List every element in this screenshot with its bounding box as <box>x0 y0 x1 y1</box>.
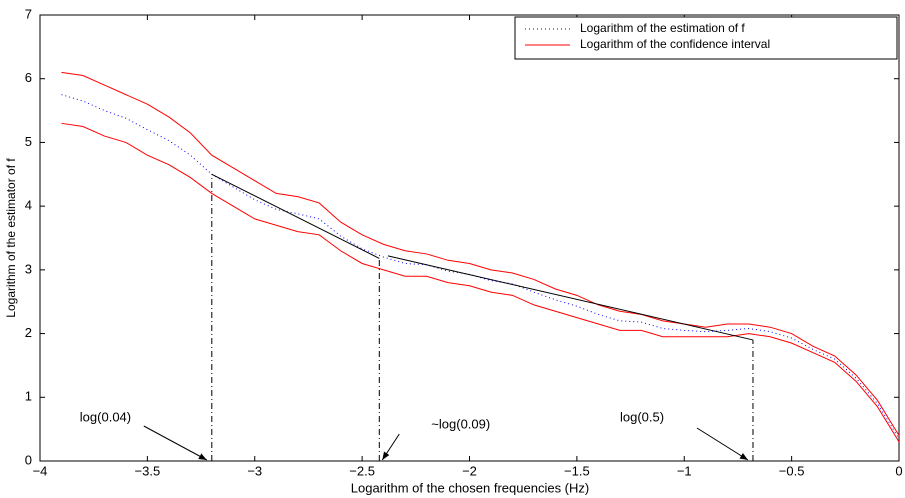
x-tick-label: −0.5 <box>779 463 805 478</box>
legend-box <box>514 16 898 60</box>
x-tick-label: −1.5 <box>564 463 590 478</box>
legend-label: Logarithm of the confidence interval <box>580 37 770 51</box>
y-tick-label: 3 <box>25 261 32 276</box>
y-tick-label: 2 <box>25 325 32 340</box>
y-tick-label: 5 <box>25 134 32 149</box>
y-tick-label: 6 <box>25 70 32 85</box>
annotation-arrow <box>381 433 400 461</box>
x-axis-label: Logarithm of the chosen frequencies (Hz) <box>351 480 589 495</box>
y-tick-label: 1 <box>25 389 32 404</box>
legend-label: Logarithm of the estimation of f <box>580 21 745 35</box>
annotation-label: ~log(0.09) <box>431 416 490 431</box>
fit-line <box>211 173 380 259</box>
series-line <box>61 71 900 436</box>
plot-frame <box>39 14 900 462</box>
x-tick-label: −3 <box>247 463 262 478</box>
fit-line <box>387 255 754 341</box>
x-tick-label: −1 <box>677 463 692 478</box>
y-tick-label: 7 <box>25 6 32 21</box>
x-tick-label: −2 <box>462 463 477 478</box>
series-line <box>61 122 900 443</box>
annotation-arrow <box>696 427 749 461</box>
y-tick-label: 4 <box>25 198 32 213</box>
y-axis-label: Logarithm of the estimator of f <box>4 158 18 318</box>
x-tick-label: −3.5 <box>135 463 161 478</box>
annotation-arrow <box>143 425 208 461</box>
x-tick-label: −4 <box>33 463 48 478</box>
annotation-label: log(0.04) <box>80 409 131 424</box>
x-tick-label: 0 <box>895 463 902 478</box>
annotation-label: log(0.5) <box>620 409 664 424</box>
x-tick-label: −2.5 <box>349 463 375 478</box>
y-tick-label: 0 <box>25 452 32 467</box>
